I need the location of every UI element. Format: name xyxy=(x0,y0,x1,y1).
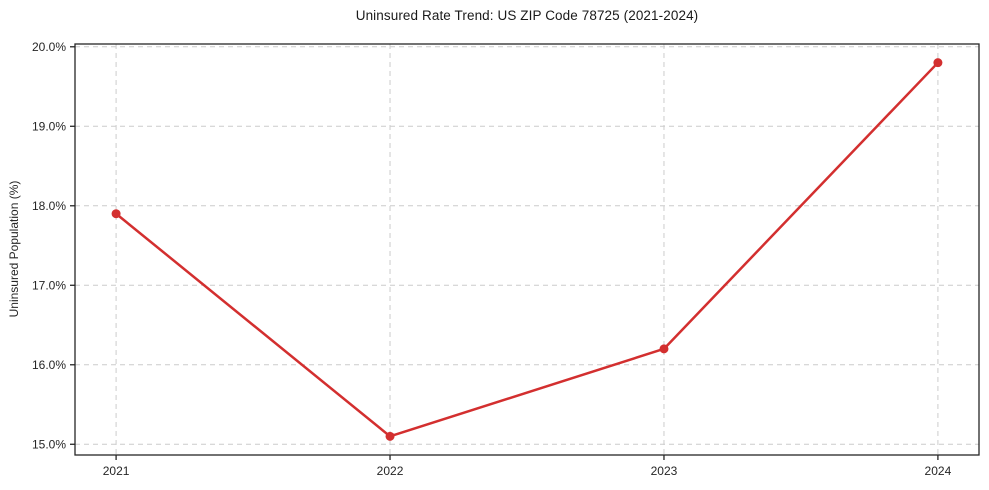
trend-line xyxy=(114,61,940,438)
x-tick-label: 2023 xyxy=(651,464,678,478)
x-tick-label: 2022 xyxy=(377,464,404,478)
x-tick-label: 2024 xyxy=(925,464,952,478)
data-point xyxy=(659,344,669,354)
plot-border xyxy=(74,43,980,456)
y-tick-label: 19.0% xyxy=(32,119,66,133)
data-point xyxy=(111,209,121,219)
y-tick-label: 16.0% xyxy=(32,358,66,372)
chart-title: Uninsured Rate Trend: US ZIP Code 78725 … xyxy=(355,8,699,23)
x-tick-label: 2021 xyxy=(103,464,130,478)
data-point xyxy=(933,58,943,68)
y-tick-label: 20.0% xyxy=(32,40,66,54)
y-tick-label: 17.0% xyxy=(32,278,66,292)
y-tick-label: 18.0% xyxy=(32,199,66,213)
y-tick-label: 15.0% xyxy=(32,437,66,451)
data-point xyxy=(385,431,395,441)
